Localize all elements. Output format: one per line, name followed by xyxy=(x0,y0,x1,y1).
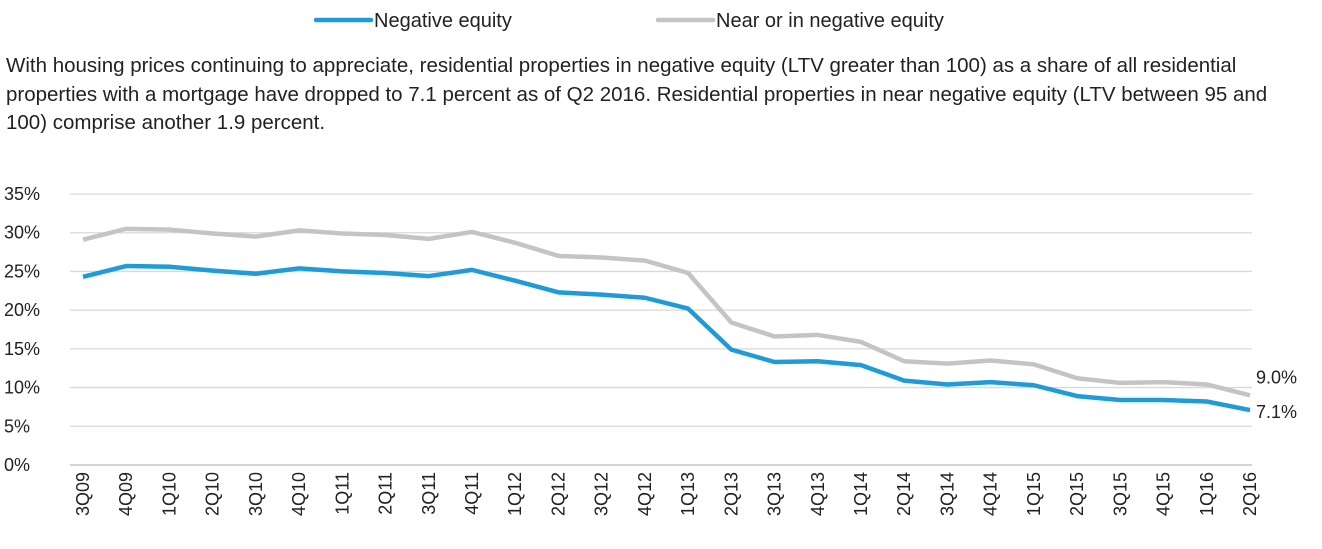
y-tick-label: 25% xyxy=(4,261,40,281)
x-tick-label: 2Q12 xyxy=(548,472,568,516)
x-tick-label: 3Q12 xyxy=(592,472,612,516)
x-tick-label: 1Q15 xyxy=(1024,472,1044,516)
x-tick-label: 2Q16 xyxy=(1240,472,1260,516)
x-tick-label: 3Q10 xyxy=(246,472,266,516)
y-tick-label: 0% xyxy=(4,455,30,475)
y-tick-label: 20% xyxy=(4,300,40,320)
chart-subtitle: With housing prices continuing to apprec… xyxy=(6,54,1268,134)
y-tick-label: 30% xyxy=(4,223,40,243)
x-tick-label: 2Q14 xyxy=(894,472,914,516)
y-tick-label: 35% xyxy=(4,184,40,204)
x-tick-label: 1Q14 xyxy=(851,472,871,516)
x-tick-label: 1Q10 xyxy=(159,472,179,516)
x-tick-label: 4Q12 xyxy=(635,472,655,516)
x-tick-label: 3Q09 xyxy=(73,472,93,516)
legend-label: Near or in negative equity xyxy=(716,10,944,32)
data-label: 9.0% xyxy=(1256,367,1297,387)
x-tick-label: 4Q13 xyxy=(808,472,828,516)
x-tick-label: 2Q13 xyxy=(721,472,741,516)
y-tick-label: 5% xyxy=(4,416,30,436)
x-tick-label: 3Q14 xyxy=(937,472,957,516)
y-tick-label: 10% xyxy=(4,378,40,398)
x-tick-label: 3Q11 xyxy=(419,472,439,515)
x-tick-label: 1Q12 xyxy=(505,472,525,516)
x-tick-label: 4Q11 xyxy=(462,472,482,515)
data-label: 7.1% xyxy=(1256,402,1297,422)
x-tick-label: 4Q10 xyxy=(289,472,309,516)
series-line xyxy=(82,263,1251,413)
x-tick-label: 2Q15 xyxy=(1067,472,1087,516)
x-tick-label: 1Q16 xyxy=(1197,472,1217,516)
x-tick-label: 3Q13 xyxy=(765,472,785,516)
x-tick-label: 1Q13 xyxy=(678,472,698,516)
x-tick-label: 4Q09 xyxy=(116,472,136,516)
x-tick-label: 1Q11 xyxy=(332,472,352,515)
x-tick-label: 2Q11 xyxy=(376,472,396,515)
y-tick-label: 15% xyxy=(4,339,40,359)
x-tick-label: 2Q10 xyxy=(203,472,223,516)
legend-label: Negative equity xyxy=(374,10,512,32)
x-tick-label: 3Q15 xyxy=(1110,472,1130,516)
x-tick-label: 4Q14 xyxy=(981,472,1001,516)
series-line xyxy=(82,226,1251,398)
x-tick-label: 4Q15 xyxy=(1154,472,1174,516)
